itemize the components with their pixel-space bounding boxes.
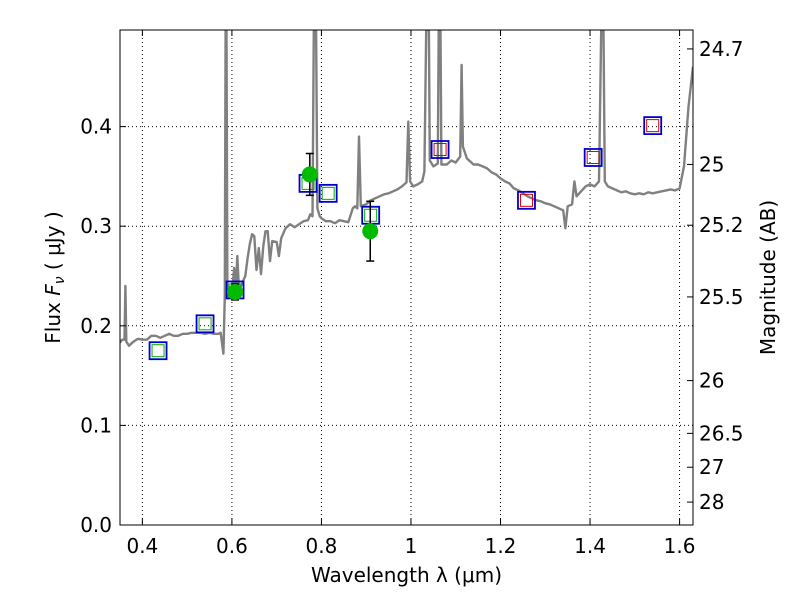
y2-axis-label: Magnitude (AB) (756, 200, 780, 355)
x-tick-label: 0.4 (126, 534, 158, 558)
plot-frame (119, 29, 694, 526)
inner-marker (519, 193, 533, 207)
y-axis-label-prefix: Flux (41, 296, 65, 344)
inner-marker (586, 150, 600, 164)
y2-tick-label: 24.7 (699, 37, 744, 61)
y-axis-label-suffix: ( μJy ) (41, 211, 65, 276)
tick-layer: 0.4 0.6 0.8 1 1.2 1.4 1.6 0.0 0.1 0.2 0.3 0.4 24.7 25… (80, 30, 744, 558)
x-tick-label: 1 (405, 534, 418, 558)
y-axis-label-subscript: ν (52, 276, 68, 284)
model-marker (583, 148, 603, 167)
model-marker (643, 116, 663, 136)
y-tick-label: 0.1 (80, 413, 112, 437)
x-tick-label: 0.8 (306, 534, 338, 558)
observed-point (301, 166, 318, 183)
sed-line (120, 30, 693, 355)
inner-marker (321, 186, 335, 200)
model-marker (517, 190, 536, 210)
model-marker (148, 341, 168, 361)
y-axis-label: Flux Fν ( μJy ) (41, 211, 68, 343)
y2-tick-label: 26 (699, 369, 724, 393)
y2-tick-label: 25.5 (699, 285, 744, 309)
plot-layer (120, 30, 693, 361)
x-axis-label: Wavelength λ (μm) (311, 563, 502, 587)
observed-point (227, 283, 244, 300)
inner-marker (151, 344, 165, 358)
y2-tick-label: 25 (699, 152, 724, 176)
y-tick-label: 0.0 (80, 513, 112, 537)
y2-tick-label: 25.2 (699, 213, 744, 237)
y-tick-label: 0.4 (80, 115, 112, 139)
inner-marker (646, 119, 660, 133)
y-axis-label-symbol: F (41, 284, 65, 296)
observed-point (362, 223, 379, 240)
x-tick-label: 1.4 (574, 534, 606, 558)
y2-tick-label: 26.5 (699, 421, 744, 445)
grid-layer (120, 30, 693, 525)
x-tick-label: 1.6 (664, 534, 696, 558)
model-marker (430, 140, 450, 159)
inner-marker (433, 143, 447, 157)
x-tick-label: 1.2 (485, 534, 517, 558)
model-marker (318, 183, 338, 203)
inner-marker (198, 317, 212, 331)
x-tick-label: 0.6 (216, 534, 248, 558)
y-tick-label: 0.3 (80, 214, 112, 238)
model-marker (195, 314, 215, 334)
y-tick-label: 0.2 (80, 314, 112, 338)
y2-tick-label: 28 (699, 490, 724, 514)
y2-tick-label: 27 (699, 455, 724, 479)
